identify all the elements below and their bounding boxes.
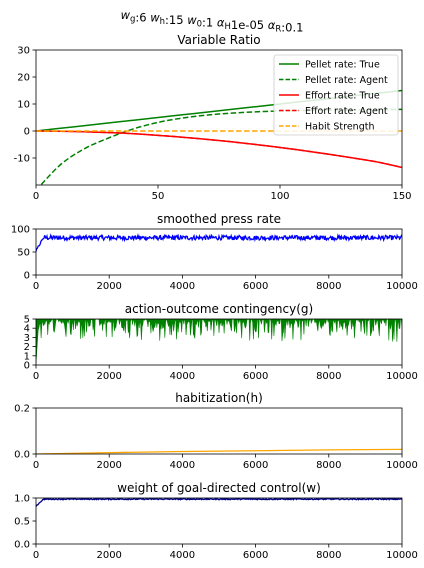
suptitle-part-5: :15 — [165, 13, 187, 27]
legend-label: Habit Strength — [305, 122, 374, 133]
subplot-title: smoothed press rate — [157, 212, 281, 226]
y-tick-label: 20 — [17, 73, 30, 84]
subplot-2: action-outcome contingency(g) 0 2000 4000 60… — [24, 302, 418, 382]
y-tick-label: 3 — [24, 333, 30, 344]
suptitle-part-1: g — [130, 15, 135, 25]
y-tick-label: 30 — [17, 46, 30, 57]
x-tick-label: 8000 — [316, 281, 341, 292]
subplot-title: weight of goal-directed control(w) — [117, 481, 321, 495]
suptitle-part-3: w — [150, 11, 160, 25]
figure-suptitle: wg:6 wh:15 w0:1 αH1e-05 αR:0.1 — [121, 8, 304, 35]
legend-box — [273, 54, 399, 136]
y-tick-label: 5 — [24, 315, 30, 326]
subplot-title: habitization(h) — [175, 391, 263, 405]
x-tick-label: 4000 — [170, 550, 195, 561]
legend-label: Pellet rate: True — [305, 60, 380, 71]
x-tick-label: 2000 — [96, 281, 121, 292]
x-tick-label: 0 — [33, 371, 39, 382]
subplot-0: Variable Ratio 0 50 100 150 -10 0 10 20 30 Pellet … — [14, 33, 412, 202]
series-line-0 — [36, 232, 402, 252]
y-tick-label: 0 — [24, 271, 30, 282]
x-tick-label: 0 — [33, 460, 39, 471]
x-tick-label: 2000 — [96, 460, 121, 471]
y-tick-label: 2 — [24, 342, 30, 353]
y-tick-label: 0.2 — [14, 404, 30, 415]
y-tick-label: 0.0 — [14, 450, 30, 461]
suptitle-part-7: 0 — [197, 20, 202, 30]
x-tick-label: 0 — [33, 191, 39, 202]
series-line-pellet-rate-agent — [39, 108, 402, 185]
subplot-title: Variable Ratio — [177, 33, 260, 47]
x-tick-label: 2000 — [96, 550, 121, 561]
series-line-0 — [36, 498, 402, 507]
y-tick-label: 0.5 — [14, 517, 30, 528]
subplot-title: action-outcome contingency(g) — [125, 302, 313, 316]
x-tick-label: 2000 — [96, 371, 121, 382]
y-tick-label: 50 — [17, 248, 30, 259]
axes-frame — [35, 49, 403, 186]
x-tick-label: 10000 — [386, 460, 418, 471]
x-tick-label: 4000 — [170, 281, 195, 292]
x-tick-label: 4000 — [170, 371, 195, 382]
y-tick-label: 10 — [17, 100, 30, 111]
suptitle-part-9: α — [217, 16, 225, 30]
x-tick-label: 100 — [270, 191, 289, 202]
plot-area — [36, 498, 402, 507]
suptitle-part-2: :6 — [135, 11, 150, 25]
legend-label: Pellet rate: Agent — [305, 75, 388, 86]
x-tick-label: 10000 — [386, 281, 418, 292]
x-tick-label: 10000 — [386, 371, 418, 382]
series-line-0 — [36, 448, 402, 454]
y-tick-label: 100 — [11, 225, 30, 236]
legend: Pellet rate: True Pellet rate: Agent Effor… — [273, 54, 399, 136]
y-tick-label: 4 — [24, 324, 30, 335]
x-tick-label: 6000 — [243, 371, 268, 382]
x-tick-label: 8000 — [316, 371, 341, 382]
y-tick-label: 0 — [24, 361, 30, 372]
suptitle-part-0: w — [121, 8, 131, 22]
x-tick-label: 8000 — [316, 550, 341, 561]
suptitle-part-10: H — [225, 22, 231, 32]
plot-area — [36, 448, 402, 454]
axes-frame — [35, 318, 403, 366]
suptitle-part-11: 1e-05 — [231, 18, 268, 32]
y-tick-label: 1 — [24, 351, 30, 362]
x-tick-label: 8000 — [316, 460, 341, 471]
y-tick-label: 0.0 — [14, 540, 30, 551]
y-tick-label: 0 — [24, 127, 30, 138]
y-tick-label: 1.0 — [14, 494, 30, 505]
y-tick-label: -10 — [14, 154, 30, 165]
suptitle-part-14: :0.1 — [281, 21, 303, 35]
x-tick-label: 150 — [392, 191, 411, 202]
suptitle-part-8: :1 — [202, 16, 217, 30]
x-tick-label: 50 — [152, 191, 165, 202]
x-tick-label: 0 — [33, 281, 39, 292]
subplot-3: habitization(h) 0 2000 4000 6000 8000 10000 0.0… — [14, 391, 418, 471]
x-tick-label: 10000 — [386, 550, 418, 561]
axes-frame — [35, 407, 403, 455]
x-tick-label: 4000 — [170, 460, 195, 471]
x-tick-label: 6000 — [243, 460, 268, 471]
legend-label: Effort rate: True — [305, 91, 380, 102]
suptitle-part-4: h — [160, 17, 165, 27]
legend-label: Effort rate: Agent — [305, 106, 388, 117]
series-line-effort-rate-agent — [36, 130, 402, 169]
x-tick-label: 0 — [33, 550, 39, 561]
x-tick-label: 6000 — [243, 550, 268, 561]
x-tick-label: 6000 — [243, 281, 268, 292]
suptitle-part-13: R — [275, 25, 281, 35]
subplot-4: weight of goal-directed control(w) 0 2000 4… — [14, 481, 418, 561]
suptitle-part-12: α — [268, 18, 276, 32]
plot-area — [36, 232, 402, 252]
suptitle-part-6: w — [187, 13, 197, 27]
